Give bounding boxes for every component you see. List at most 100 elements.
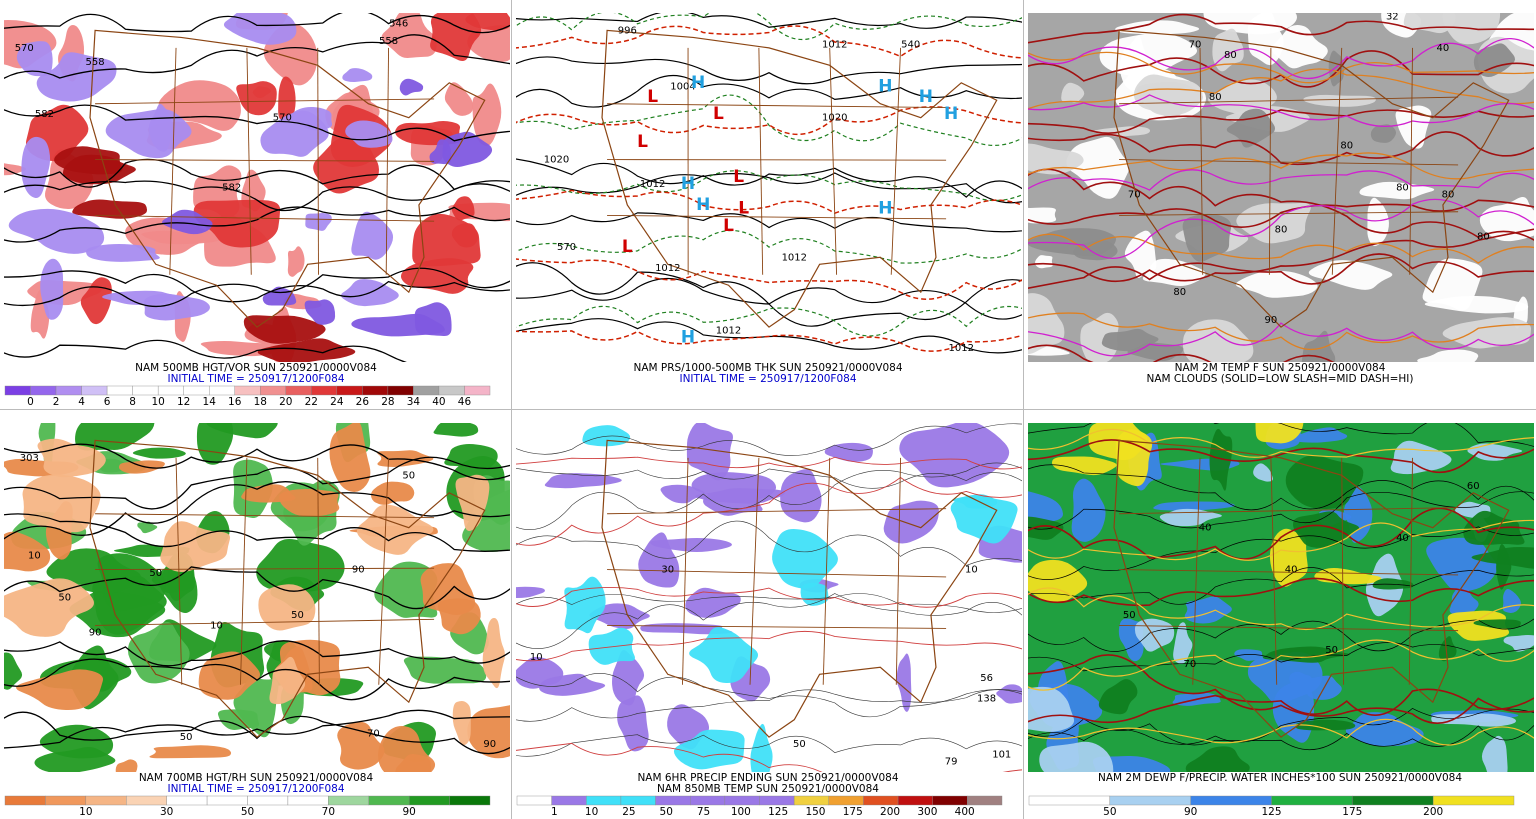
- shaded-area: [1424, 296, 1529, 314]
- contour-label: 80: [1173, 287, 1186, 298]
- state-border: [1341, 457, 1345, 685]
- contour-line: [516, 330, 1022, 352]
- contour-line: [1028, 618, 1534, 652]
- colorbar-swatch: [1109, 795, 1191, 806]
- shaded-area: [21, 136, 51, 198]
- contour-label: 50: [1325, 645, 1338, 656]
- contour-label: 40: [1199, 523, 1212, 534]
- shaded-area: [1295, 719, 1356, 731]
- shaded-area: [1234, 649, 1263, 661]
- contour-line: [516, 106, 1022, 136]
- colorbar-label: 125: [768, 806, 788, 818]
- colorbar-label: 4: [78, 396, 85, 408]
- colorbar-swatch: [209, 385, 235, 396]
- colorbar-swatch: [234, 385, 261, 396]
- shaded-area: [37, 438, 106, 478]
- map-background: [516, 13, 1022, 362]
- contour-line: [4, 566, 510, 610]
- shaded-area: [638, 532, 680, 588]
- shaded-area: [412, 213, 481, 267]
- colorbar-label: 30: [160, 806, 173, 818]
- state-border: [95, 567, 435, 571]
- shaded-area: [1372, 578, 1414, 590]
- contour-line: [4, 456, 510, 510]
- country-border: [89, 439, 486, 738]
- contour-line: [1028, 567, 1534, 605]
- colorbar-label: 175: [843, 806, 863, 818]
- shaded-area: [287, 246, 305, 277]
- colorbar-label: 200: [1423, 806, 1443, 818]
- shaded-area: [1395, 105, 1432, 149]
- state-border: [1119, 569, 1459, 576]
- contour-label: 50: [58, 593, 71, 604]
- colorbar-label: 25: [622, 806, 635, 818]
- colorbar-label: 10: [151, 396, 164, 408]
- shaded-area: [395, 753, 431, 772]
- shaded-area: [72, 199, 148, 219]
- map-panel: 40 40 50 60 40 50 70 NAM 2M DEWP F/PRECIP. WATE…: [1028, 423, 1534, 818]
- colorbar-swatch: [336, 385, 363, 396]
- shaded-area: [883, 500, 939, 544]
- shaded-area: [800, 582, 829, 606]
- state-border: [1331, 47, 1343, 275]
- contour-line: [516, 630, 1022, 662]
- shaded-area: [482, 617, 505, 689]
- pressure-center: L: [723, 216, 734, 236]
- shaded-area: [1262, 646, 1350, 663]
- colorbar-label: 10: [79, 806, 92, 818]
- shaded-area: [612, 649, 645, 706]
- colorbar-label: 200: [880, 806, 900, 818]
- shaded-area: [1438, 636, 1457, 662]
- state-border: [378, 457, 390, 685]
- shaded-area: [141, 230, 221, 245]
- shaded-area: [342, 68, 373, 83]
- contour-line: [1028, 639, 1534, 691]
- shaded-area: [1028, 143, 1084, 175]
- state-border: [317, 47, 319, 275]
- contour-label: 50: [1123, 610, 1136, 621]
- contour-line: [1028, 94, 1534, 128]
- contour-line: [516, 56, 1022, 85]
- shaded-area: [1153, 501, 1235, 511]
- colorbar-label: 46: [458, 396, 472, 408]
- shaded-area: [1185, 746, 1250, 772]
- shaded-area: [1447, 610, 1510, 641]
- shaded-area: [1226, 108, 1275, 148]
- pressure-center: L: [647, 87, 658, 107]
- colorbar-swatch: [586, 795, 622, 806]
- contour-line: [516, 189, 1022, 215]
- shaded-area: [429, 139, 452, 165]
- shaded-area: [16, 669, 104, 711]
- contour-line: [516, 462, 1022, 530]
- contour-line: [1028, 199, 1534, 228]
- country-border: [89, 29, 486, 328]
- shaded-area: [1028, 228, 1117, 256]
- colorbar-label: 26: [356, 396, 370, 408]
- contour-line: [1028, 233, 1534, 264]
- colorbar-label: 8: [129, 396, 136, 408]
- contour-line: [1028, 168, 1534, 241]
- shaded-area: [1481, 735, 1508, 772]
- contour-label: 80: [1442, 189, 1455, 200]
- contour-label: 80: [1340, 141, 1353, 152]
- pressure-center: L: [637, 132, 648, 152]
- colorbar-label: 70: [322, 806, 335, 818]
- contour-line: [516, 258, 1022, 300]
- contour-line: [516, 593, 1022, 613]
- contour-label: 90: [1265, 315, 1278, 326]
- contour-line: [516, 587, 1022, 608]
- contour-label: 70: [1128, 189, 1141, 200]
- colorbar-swatch: [311, 385, 338, 396]
- contour-line: [1028, 253, 1534, 290]
- colorbar-swatch: [516, 795, 552, 806]
- shaded-area: [1142, 258, 1206, 286]
- colorbar-swatch: [690, 795, 726, 806]
- shaded-area: [161, 209, 213, 235]
- contour-line: [4, 34, 510, 80]
- colorbar-swatch: [464, 385, 491, 396]
- contour-line: [516, 467, 1022, 489]
- colorbar-label: 16: [228, 396, 242, 408]
- contour-line: [516, 672, 1022, 718]
- contour-label: 1020: [544, 155, 569, 166]
